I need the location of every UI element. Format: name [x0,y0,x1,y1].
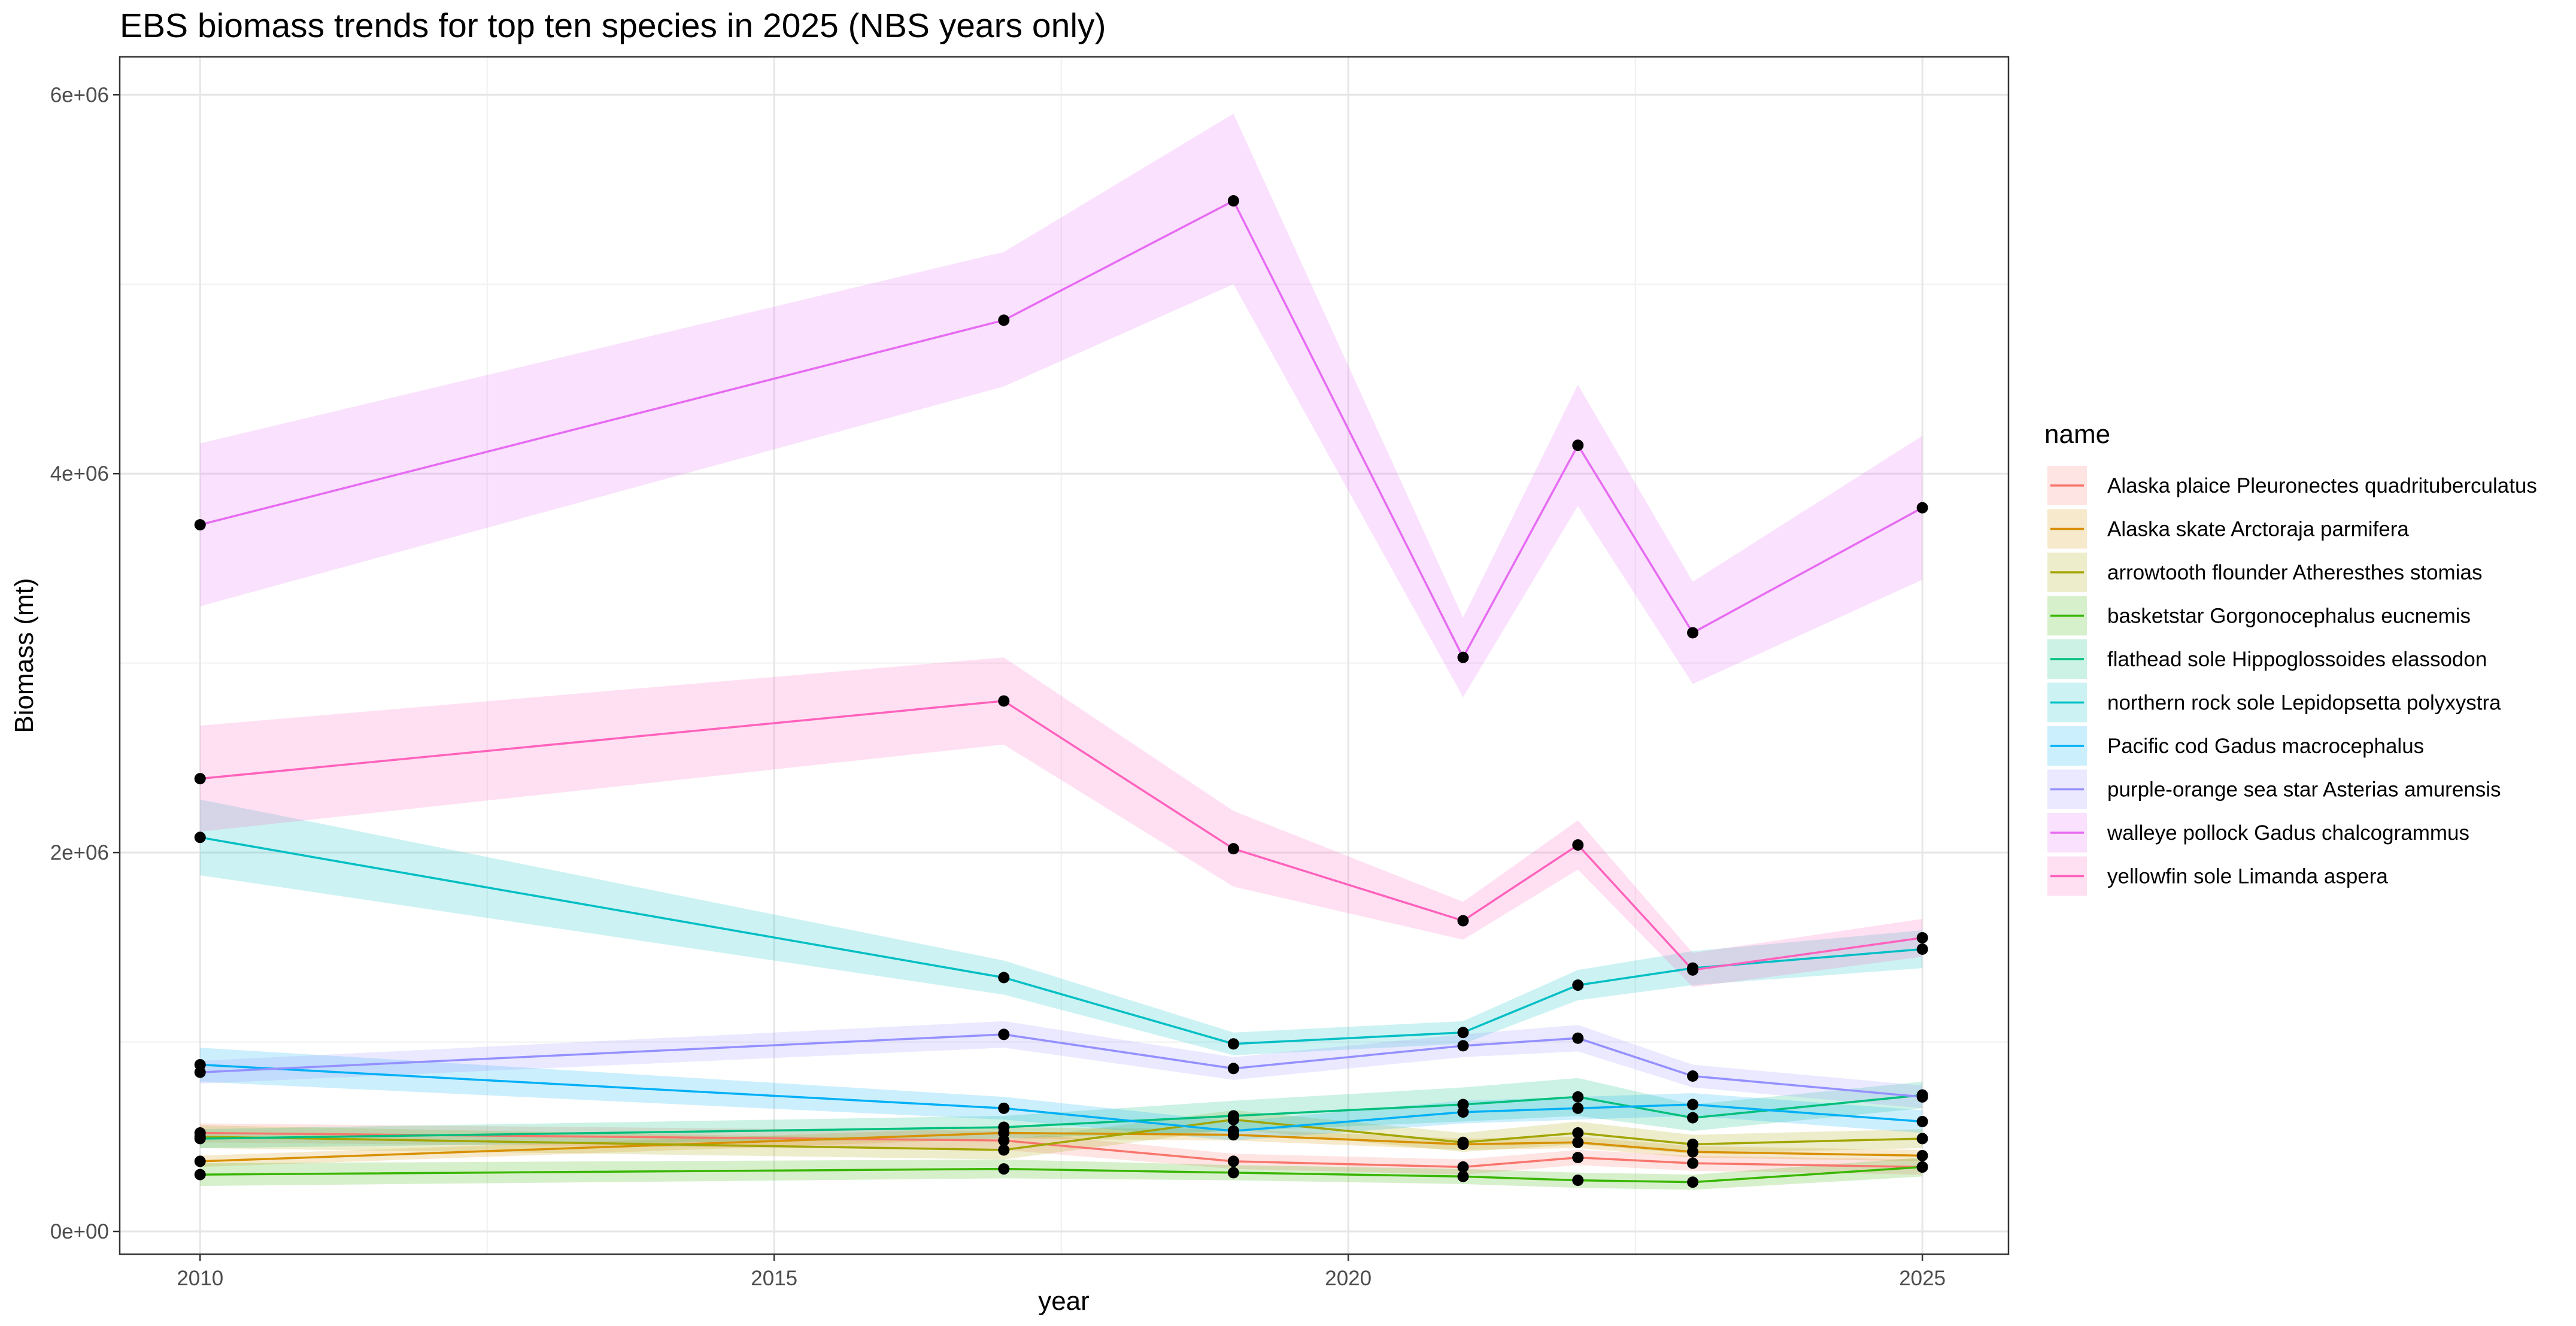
data-points [194,195,1928,1188]
band-basketstar-gorgonocephalus-eucnemis [200,1157,1923,1190]
point-purple-orange-sea-star-asterias-amurensis [998,1028,1010,1040]
point-purple-orange-sea-star-asterias-amurensis [1572,1032,1584,1044]
point-basketstar-gorgonocephalus-eucnemis [998,1163,1010,1175]
x-tick-label: 2020 [1325,1267,1372,1290]
point-purple-orange-sea-star-asterias-amurensis [1227,1063,1239,1075]
legend-label-arrowtooth-flounder-atheresthes-stomias: arrowtooth flounder Atheresthes stomias [2107,561,2482,584]
point-arrowtooth-flounder-atheresthes-stomias [998,1144,1010,1156]
legend-label-pacific-cod-gadus-macrocephalus: Pacific cod Gadus macrocephalus [2107,735,2424,758]
point-alaska-plaice-pleuronectes-quadrituberculatus [1572,1152,1584,1164]
point-pacific-cod-gadus-macrocephalus [1457,1106,1469,1118]
legend-label-northern-rock-sole-lepidopsetta-polyxystra: northern rock sole Lepidopsetta polyxyst… [2107,691,2501,715]
point-yellowfin-sole-limanda-aspera [1916,932,1928,944]
point-alaska-plaice-pleuronectes-quadrituberculatus [1687,1157,1699,1169]
point-walleye-pollock-gadus-chalcogrammus [1572,439,1584,451]
point-northern-rock-sole-lepidopsetta-polyxystra [1572,979,1584,991]
y-tick-label: 4e+06 [50,462,109,486]
point-alaska-skate-arctoraja-parmifera [1572,1136,1584,1148]
point-basketstar-gorgonocephalus-eucnemis [1687,1176,1699,1188]
point-purple-orange-sea-star-asterias-amurensis [1687,1070,1699,1082]
point-yellowfin-sole-limanda-aspera [1572,839,1584,851]
point-purple-orange-sea-star-asterias-amurensis [1916,1091,1928,1103]
point-basketstar-gorgonocephalus-eucnemis [194,1169,206,1181]
point-yellowfin-sole-limanda-aspera [998,695,1010,707]
band-northern-rock-sole-lepidopsetta-polyxystra [200,799,1923,1055]
legend: name Alaska plaice Pleuronectes quadritu… [2044,420,2537,896]
x-tick-label: 2010 [177,1267,223,1290]
point-northern-rock-sole-lepidopsetta-polyxystra [998,972,1010,984]
y-axis-ticks: 0e+00 2e+06 4e+06 6e+06 [50,83,120,1243]
legend-label-flathead-sole-hippoglossoides-elassodon: flathead sole Hippoglossoides elassodon [2107,648,2487,671]
point-alaska-plaice-pleuronectes-quadrituberculatus [1227,1155,1239,1167]
point-yellowfin-sole-limanda-aspera [194,773,206,785]
point-arrowtooth-flounder-atheresthes-stomias [1457,1136,1469,1148]
point-arrowtooth-flounder-atheresthes-stomias [1916,1133,1928,1145]
point-yellowfin-sole-limanda-aspera [1457,915,1469,927]
legend-label-walleye-pollock-gadus-chalcogrammus: walleye pollock Gadus chalcogrammus [2107,821,2469,845]
point-basketstar-gorgonocephalus-eucnemis [1916,1161,1928,1173]
point-purple-orange-sea-star-asterias-amurensis [1457,1040,1469,1052]
point-alaska-skate-arctoraja-parmifera [1916,1149,1928,1161]
y-tick-label: 2e+06 [50,841,109,864]
point-northern-rock-sole-lepidopsetta-polyxystra [1457,1027,1469,1039]
point-walleye-pollock-gadus-chalcogrammus [1227,195,1239,207]
point-flathead-sole-hippoglossoides-elassodon [1687,1112,1699,1124]
legend-label-yellowfin-sole-limanda-aspera: yellowfin sole Limanda aspera [2107,865,2388,888]
x-axis-label: year [1038,1286,1090,1316]
point-flathead-sole-hippoglossoides-elassodon [998,1121,1010,1133]
point-pacific-cod-gadus-macrocephalus [998,1102,1010,1114]
point-walleye-pollock-gadus-chalcogrammus [194,519,206,531]
point-basketstar-gorgonocephalus-eucnemis [1572,1175,1584,1187]
band-pacific-cod-gadus-macrocephalus [200,1048,1923,1141]
grid-lines [120,57,2008,1254]
x-tick-label: 2015 [751,1267,797,1290]
point-flathead-sole-hippoglossoides-elassodon [194,1133,206,1145]
point-basketstar-gorgonocephalus-eucnemis [1457,1170,1469,1182]
point-yellowfin-sole-limanda-aspera [1227,843,1239,855]
point-walleye-pollock-gadus-chalcogrammus [1687,627,1699,639]
chart-title: EBS biomass trends for top ten species i… [120,7,1106,45]
point-purple-orange-sea-star-asterias-amurensis [194,1066,206,1078]
point-flathead-sole-hippoglossoides-elassodon [1572,1091,1584,1103]
point-northern-rock-sole-lepidopsetta-polyxystra [194,832,206,843]
legend-title: name [2044,420,2110,449]
point-northern-rock-sole-lepidopsetta-polyxystra [1916,943,1928,955]
point-alaska-skate-arctoraja-parmifera [194,1155,206,1167]
y-axis-label: Biomass (mt) [10,578,39,733]
legend-label-alaska-plaice-pleuronectes-quadrituberculatus: Alaska plaice Pleuronectes quadritubercu… [2107,474,2537,497]
point-pacific-cod-gadus-macrocephalus [1687,1099,1699,1110]
point-pacific-cod-gadus-macrocephalus [1916,1115,1928,1127]
point-arrowtooth-flounder-atheresthes-stomias [1687,1138,1699,1150]
legend-label-basketstar-gorgonocephalus-eucnemis: basketstar Gorgonocephalus eucnemis [2107,605,2471,628]
point-walleye-pollock-gadus-chalcogrammus [998,314,1010,326]
point-walleye-pollock-gadus-chalcogrammus [1916,502,1928,514]
legend-label-purple-orange-sea-star-asterias-amurensis: purple-orange sea star Asterias amurensi… [2107,778,2501,802]
point-pacific-cod-gadus-macrocephalus [1572,1102,1584,1114]
point-yellowfin-sole-limanda-aspera [1687,964,1699,976]
plot-panel [120,57,2008,1254]
x-tick-label: 2025 [1899,1267,1946,1290]
point-arrowtooth-flounder-atheresthes-stomias [1572,1127,1584,1139]
point-pacific-cod-gadus-macrocephalus [1227,1125,1239,1137]
point-basketstar-gorgonocephalus-eucnemis [1227,1167,1239,1179]
point-northern-rock-sole-lepidopsetta-polyxystra [1227,1038,1239,1050]
y-tick-label: 6e+06 [50,83,109,107]
y-tick-label: 0e+00 [50,1220,109,1243]
point-alaska-plaice-pleuronectes-quadrituberculatus [1457,1161,1469,1173]
legend-label-alaska-skate-arctoraja-parmifera: Alaska skate Arctoraja parmifera [2107,518,2409,541]
point-flathead-sole-hippoglossoides-elassodon [1227,1110,1239,1122]
plot-border [119,56,2010,1255]
point-walleye-pollock-gadus-chalcogrammus [1457,651,1469,663]
x-axis-ticks: 2010 2015 2020 2025 [177,1254,1946,1290]
band-yellowfin-sole-limanda-aspera [200,657,1923,987]
band-walleye-pollock-gadus-chalcogrammus [200,113,1923,697]
